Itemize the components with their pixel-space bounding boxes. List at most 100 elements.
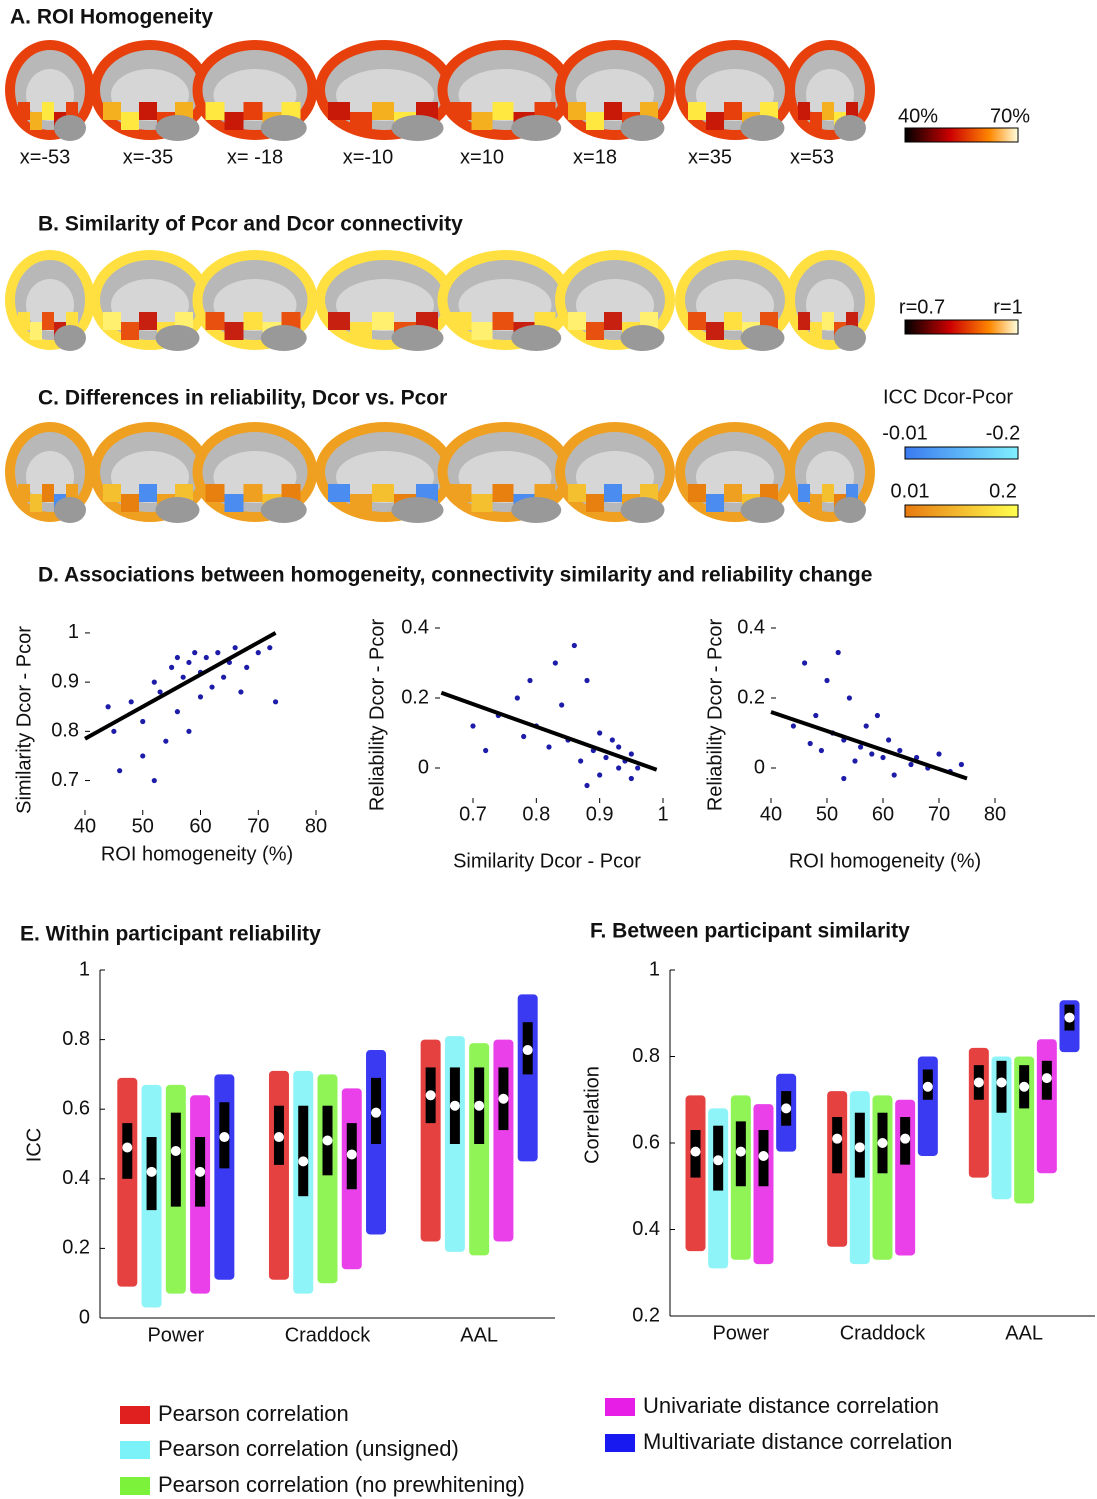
median-dot — [713, 1155, 723, 1165]
cerebellum — [741, 497, 785, 523]
cerebellum — [392, 115, 444, 141]
slice-label: x=35 — [688, 146, 732, 168]
slice-label: x= -18 — [227, 146, 283, 168]
brain-patch — [706, 322, 724, 340]
x-tick-label: Craddock — [840, 1322, 927, 1344]
median-dot — [298, 1156, 308, 1166]
y-tick-label: 0.9 — [51, 670, 79, 692]
chart-title: E. Within participant reliability — [20, 923, 321, 946]
scatter-point — [869, 751, 874, 756]
median-dot — [855, 1142, 865, 1152]
median-dot — [1065, 1013, 1075, 1023]
brain-patch — [244, 102, 263, 120]
x-tick-label: 80 — [984, 803, 1006, 825]
scatter-point — [256, 650, 261, 655]
scatter-point — [163, 739, 168, 744]
x-tick-label: 0.8 — [522, 803, 550, 825]
brain-patch — [350, 112, 372, 130]
brain-patch — [568, 102, 586, 120]
median-dot — [736, 1147, 746, 1157]
brain-patch — [225, 494, 244, 512]
x-tick-label: AAL — [460, 1324, 498, 1346]
y-axis-label: Correlation — [581, 1066, 603, 1164]
brain-patch — [121, 494, 139, 512]
y-tick-label: 0.2 — [632, 1304, 660, 1326]
brain-patch — [568, 312, 586, 330]
brain-patch — [472, 494, 493, 512]
cerebellum — [621, 115, 665, 141]
brain-patch — [451, 312, 472, 330]
cerebellum — [392, 497, 444, 523]
brain-patch — [42, 312, 54, 330]
median-dot — [1042, 1073, 1052, 1083]
brain-patch — [103, 102, 121, 120]
scatter-point — [483, 748, 488, 753]
brain-patch — [225, 322, 244, 340]
brain-patch — [472, 112, 493, 130]
colorbar-label: 0.2 — [989, 480, 1017, 502]
panel-title: A. ROI Homogeneity — [10, 6, 213, 29]
y-tick-label: 0.4 — [737, 616, 765, 638]
y-tick-label: 0 — [754, 756, 765, 778]
brain-patch — [688, 102, 706, 120]
scatter-point — [892, 772, 897, 777]
median-dot — [171, 1146, 181, 1156]
cerebellum — [834, 115, 866, 141]
brain-patch — [328, 484, 350, 502]
legend-label: Pearson correlation — [158, 1401, 349, 1426]
cerebellum — [834, 497, 866, 523]
slice-label: x=-35 — [123, 146, 174, 168]
figure: A. ROI Homogeneity B. Similarity of Pcor… — [0, 0, 1097, 1499]
cerebellum — [261, 325, 307, 351]
cerebellum — [156, 497, 200, 523]
scatter-point — [875, 713, 880, 718]
legend-swatch — [605, 1398, 635, 1416]
scatter-point — [111, 729, 116, 734]
scatter-point — [897, 748, 902, 753]
colorbar — [905, 447, 1018, 459]
brain-patch — [451, 484, 472, 502]
scatter-point — [841, 776, 846, 781]
cerebellum — [261, 115, 307, 141]
median-dot — [759, 1151, 769, 1161]
x-tick-label: 0.7 — [459, 803, 487, 825]
scatter-point — [858, 744, 863, 749]
cerebellum — [54, 325, 86, 351]
median-dot — [498, 1094, 508, 1104]
slice-label: x=53 — [790, 146, 834, 168]
legend-label: Pearson correlation (no prewhitening) — [158, 1472, 525, 1497]
x-tick-label: 50 — [132, 815, 154, 837]
brain-patch — [493, 312, 514, 330]
fit-line — [441, 693, 656, 770]
y-tick-label: 0.8 — [632, 1045, 660, 1067]
brain-patch — [30, 112, 42, 130]
scatter-point — [824, 678, 829, 683]
median-dot — [371, 1108, 381, 1118]
median-dot — [691, 1147, 701, 1157]
y-tick-label: 0.8 — [51, 720, 79, 742]
scatter-point — [267, 645, 272, 650]
brain-patch — [42, 484, 54, 502]
brain-patch — [493, 484, 514, 502]
y-tick-label: 0.4 — [632, 1218, 660, 1240]
scatter-point — [584, 783, 589, 788]
scatter-point — [244, 665, 249, 670]
y-tick-label: 0.8 — [62, 1028, 90, 1050]
legend-label: Multivariate distance correlation — [643, 1429, 952, 1454]
cerebellum — [261, 497, 307, 523]
median-dot — [195, 1167, 205, 1177]
x-tick-label: 40 — [74, 815, 96, 837]
x-tick-label: 1 — [657, 803, 668, 825]
x-tick-label: Craddock — [285, 1324, 372, 1346]
x-tick-label: Power — [147, 1324, 204, 1346]
brain-patch — [372, 484, 394, 502]
x-tick-label: 70 — [247, 815, 269, 837]
scatter-point — [908, 762, 913, 767]
brain-patch — [586, 494, 604, 512]
scatter-point — [603, 755, 608, 760]
brain-patch — [244, 312, 263, 330]
brain-patch — [472, 322, 493, 340]
brain-patch — [206, 312, 225, 330]
scatter-point — [819, 748, 824, 753]
scatter-point — [140, 753, 145, 758]
